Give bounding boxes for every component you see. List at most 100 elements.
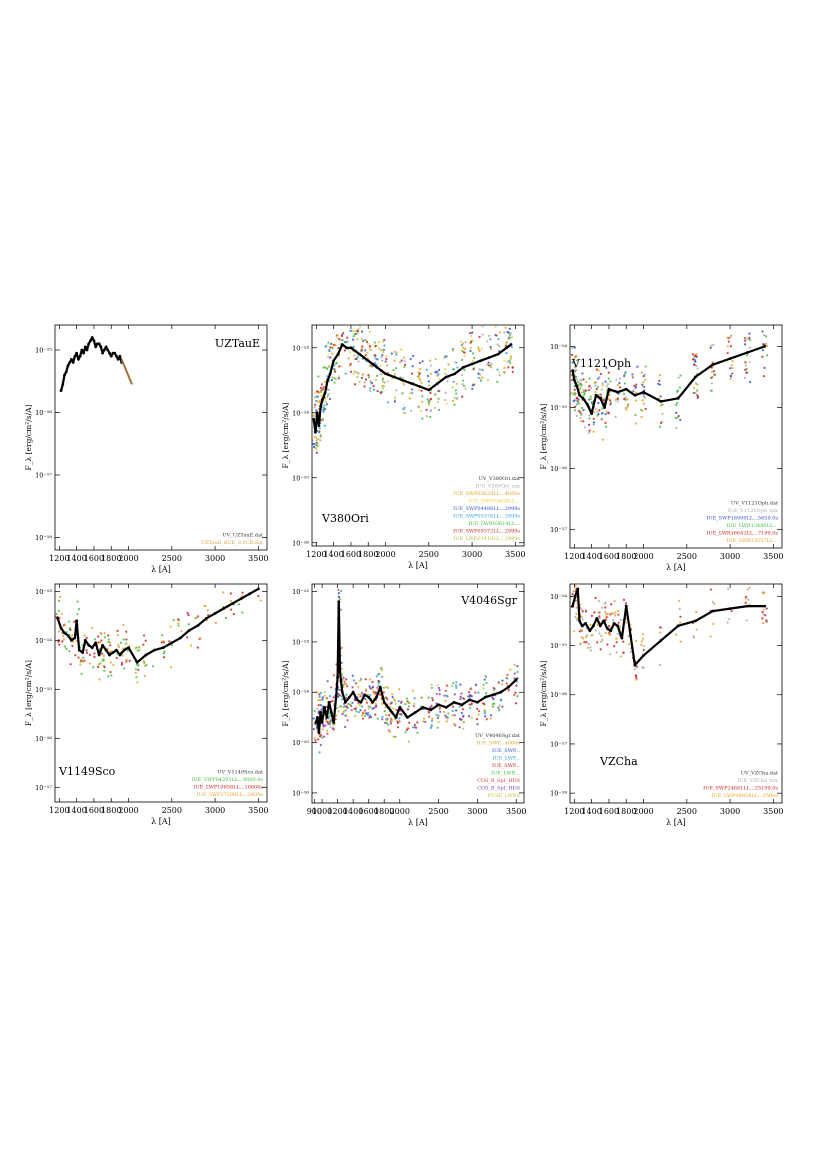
data-point bbox=[679, 640, 682, 643]
legend-entry: IUE_LWR13486LL... bbox=[727, 523, 779, 529]
data-point bbox=[577, 402, 581, 405]
data-point bbox=[357, 360, 360, 363]
data-point bbox=[693, 363, 696, 366]
series-marker bbox=[745, 604, 749, 608]
data-point bbox=[429, 409, 432, 412]
data-point bbox=[588, 377, 591, 380]
data-point bbox=[413, 723, 416, 726]
series-marker bbox=[332, 721, 336, 724]
series-marker bbox=[340, 690, 344, 694]
data-point bbox=[444, 391, 447, 394]
data-point bbox=[576, 569, 578, 571]
y-tick-label: 10⁻¹⁴ bbox=[550, 343, 567, 351]
series-marker bbox=[73, 636, 77, 640]
data-point bbox=[765, 607, 768, 610]
data-point bbox=[642, 394, 645, 398]
data-point bbox=[492, 687, 495, 690]
data-point bbox=[321, 728, 324, 731]
series-marker bbox=[384, 372, 387, 376]
data-point bbox=[635, 678, 638, 681]
series-marker bbox=[591, 624, 595, 628]
x-tick-label: 2500 bbox=[428, 807, 448, 816]
x-tick-label: 2500 bbox=[677, 552, 697, 561]
x-tick-label: 3500 bbox=[506, 807, 526, 816]
data-point bbox=[369, 687, 372, 690]
data-point bbox=[344, 709, 347, 712]
data-point bbox=[386, 364, 389, 367]
data-point bbox=[490, 362, 493, 365]
data-point bbox=[746, 338, 749, 341]
data-point bbox=[195, 616, 199, 619]
y-tick-label: 10⁻¹⁶ bbox=[550, 691, 567, 699]
data-point bbox=[658, 379, 661, 383]
data-point bbox=[71, 644, 74, 648]
data-point bbox=[392, 707, 395, 710]
series-marker bbox=[97, 653, 101, 657]
series-marker bbox=[602, 619, 606, 623]
data-point bbox=[507, 366, 510, 369]
series-marker bbox=[75, 619, 79, 623]
data-point bbox=[369, 349, 372, 352]
data-point bbox=[374, 378, 377, 382]
data-point bbox=[352, 679, 356, 682]
data-point bbox=[347, 317, 349, 319]
data-point bbox=[358, 380, 361, 383]
data-point bbox=[315, 409, 318, 412]
series-marker bbox=[659, 639, 663, 642]
data-point bbox=[330, 719, 333, 722]
series-marker bbox=[578, 393, 581, 397]
data-point bbox=[451, 714, 454, 717]
data-point bbox=[571, 592, 574, 596]
x-axis-label: λ [A] bbox=[151, 565, 171, 574]
x-axis-label: λ [A] bbox=[666, 563, 686, 572]
data-point bbox=[356, 356, 359, 359]
data-point bbox=[509, 361, 512, 364]
data-point bbox=[633, 384, 636, 387]
data-point bbox=[134, 671, 137, 674]
data-point bbox=[453, 714, 456, 717]
data-point bbox=[57, 609, 60, 612]
data-point bbox=[328, 695, 332, 698]
data-point bbox=[641, 633, 645, 636]
data-point bbox=[506, 360, 509, 363]
data-point bbox=[460, 711, 463, 715]
series-marker bbox=[642, 653, 645, 657]
data-point bbox=[624, 371, 627, 374]
data-point bbox=[344, 696, 348, 699]
series-marker bbox=[413, 710, 417, 714]
data-point bbox=[389, 730, 392, 734]
data-point bbox=[317, 442, 320, 445]
data-point bbox=[339, 589, 343, 593]
data-point bbox=[401, 392, 404, 395]
data-point bbox=[385, 354, 388, 358]
data-point bbox=[161, 634, 164, 637]
x-tick-label: 1200 bbox=[564, 807, 584, 816]
data-point bbox=[498, 374, 501, 377]
data-point bbox=[469, 346, 472, 350]
data-point bbox=[102, 659, 105, 662]
data-point bbox=[347, 357, 350, 360]
data-point bbox=[103, 666, 106, 669]
data-point bbox=[346, 719, 349, 722]
data-point bbox=[452, 347, 455, 351]
data-point bbox=[573, 346, 576, 349]
data-point bbox=[333, 368, 336, 372]
data-point bbox=[334, 370, 337, 373]
data-point bbox=[696, 389, 699, 392]
data-point bbox=[626, 398, 629, 401]
data-point bbox=[592, 421, 595, 424]
data-point bbox=[338, 694, 341, 697]
data-point bbox=[577, 574, 579, 576]
data-point bbox=[624, 602, 628, 605]
data-point bbox=[444, 714, 447, 717]
series-marker bbox=[401, 378, 405, 382]
x-tick-label: 1200 bbox=[49, 554, 69, 563]
data-point bbox=[604, 632, 607, 635]
data-point bbox=[576, 380, 579, 384]
data-point bbox=[659, 626, 662, 629]
x-tick-label: 1200 bbox=[306, 550, 326, 559]
data-point bbox=[359, 695, 362, 698]
data-point bbox=[329, 714, 332, 718]
data-point bbox=[358, 679, 361, 682]
